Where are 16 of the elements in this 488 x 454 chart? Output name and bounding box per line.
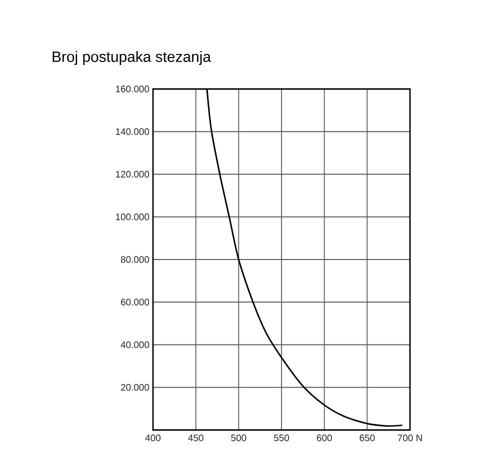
y-tick-label: 40.000 bbox=[120, 341, 150, 348]
y-tick-label: 60.000 bbox=[121, 298, 150, 306]
x-tick-label: 450 bbox=[188, 434, 204, 442]
x-tick-label: 600 bbox=[316, 434, 332, 442]
x-tick-label: 700 N bbox=[398, 434, 422, 442]
chart-title: Broj postupaka stezanja bbox=[52, 51, 211, 65]
y-tick-label: 100.000 bbox=[116, 214, 150, 220]
x-tick-label: 550 bbox=[274, 434, 290, 442]
y-tick-label: 140.000 bbox=[116, 128, 150, 135]
y-tick-label: 120.000 bbox=[116, 170, 150, 178]
x-tick-label: 400 bbox=[145, 434, 161, 442]
y-tick-label: 160.000 bbox=[116, 86, 150, 92]
y-tick-label: 80.000 bbox=[120, 256, 150, 263]
y-tick-label: 20.000 bbox=[121, 384, 150, 391]
x-tick-label: 500 bbox=[231, 434, 246, 442]
x-tick-label: 650 bbox=[360, 434, 375, 442]
